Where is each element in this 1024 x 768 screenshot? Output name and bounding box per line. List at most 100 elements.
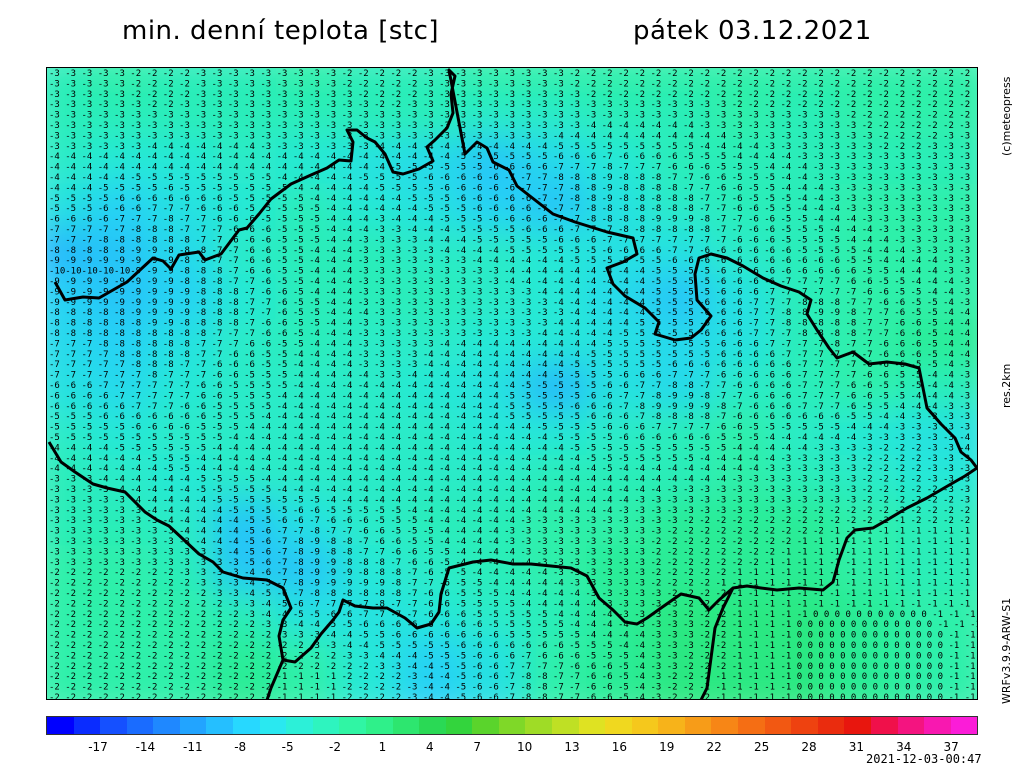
field-value-row: -4 -4 -4 -4 -4 -4 -4 -4 -4 -4 -4 -4 -4 -… xyxy=(49,163,978,173)
scale-swatch xyxy=(100,717,127,734)
scale-swatch xyxy=(897,717,925,734)
field-value-row: -2 -2 -2 -2 -2 -2 -2 -2 -3 -3 -3 -3 -4 -… xyxy=(49,568,978,578)
field-value-row: -7 -7 -7 -7 -7 -7 -8 -7 -7 -7 -6 -6 -5 -… xyxy=(49,371,978,381)
scale-swatch xyxy=(764,717,792,734)
scale-tick-label: 28 xyxy=(801,740,817,754)
scale-tick-label: 1 xyxy=(378,740,387,754)
brand-label: (c)meteopress xyxy=(1000,76,1013,156)
field-value-row: -2 -2 -2 -2 -2 -2 -2 -2 -2 -2 -2 -2 -2 -… xyxy=(49,683,978,693)
country-border-south xyxy=(282,466,977,664)
temperature-map: -3 -3 -3 -3 -3 -2 -2 -2 -2 -3 -3 -3 -3 -… xyxy=(46,67,978,700)
scale-swatch xyxy=(206,717,234,734)
field-value-row: -5 -5 -5 -6 -6 -6 -6 -6 -6 -6 -5 -5 -5 -… xyxy=(49,412,978,422)
scale-tick-label: 13 xyxy=(564,740,580,754)
field-value-row: -9 -9 -9 -9 -9 -9 -9 -9 -9 -8 -8 -8 -7 -… xyxy=(49,298,978,308)
color-scale-bar xyxy=(46,716,978,735)
scale-tick-label: -14 xyxy=(135,740,156,754)
field-value-row: -8 -8 -8 -8 -8 -9 -9 -8 -8 -8 -7 -7 -6 -… xyxy=(49,246,978,256)
field-value-row: -7 -7 -7 -7 -8 -8 -8 -8 -8 -7 -7 -6 -6 -… xyxy=(49,350,978,360)
field-value-row: -2 -2 -2 -2 -2 -2 -2 -2 -2 -2 -2 -2 -2 -… xyxy=(49,620,978,630)
field-value-row: -2 -2 -2 -2 -2 -2 -2 -2 -2 -2 -2 -2 -2 -… xyxy=(49,641,978,651)
field-value-row: -3 -3 -3 -4 -4 -4 -4 -4 -4 -5 -5 -5 -5 -… xyxy=(49,475,978,485)
field-value-row: -2 -2 -2 -2 -2 -2 -2 -2 -2 -2 -2 -2 -3 -… xyxy=(49,610,978,620)
field-value-row: -3 -3 -3 -3 -3 -4 -4 -4 -4 -4 -5 -5 -5 -… xyxy=(49,495,978,505)
scale-swatch xyxy=(233,717,260,734)
field-value-row: -3 -3 -3 -3 -3 -3 -3 -3 -3 -3 -3 -4 -5 -… xyxy=(49,547,978,557)
field-value-row: -4 -4 -4 -4 -4 -4 -4 -5 -5 -4 -4 -4 -4 -… xyxy=(49,464,978,474)
field-value-row: -6 -6 -6 -6 -6 -7 -7 -7 -6 -6 -5 -5 -5 -… xyxy=(49,402,978,412)
scale-swatch xyxy=(738,717,765,734)
field-value-row: -5 -5 -5 -5 -5 -5 -5 -5 -5 -5 -5 -4 -4 -… xyxy=(49,433,978,443)
field-value-row: -3 -3 -3 -3 -3 -3 -4 -4 -4 -4 -4 -5 -5 -… xyxy=(49,506,978,516)
scale-tick-label: 4 xyxy=(425,740,434,754)
field-value-row: -7 -7 -7 -7 -7 -8 -8 -8 -7 -7 -7 -6 -6 -… xyxy=(49,225,978,235)
scale-swatch xyxy=(711,717,739,734)
scale-tick-label: 10 xyxy=(516,740,533,754)
field-value-row: -2 -2 -2 -2 -2 -2 -2 -2 -2 -2 -2 -2 -2 -… xyxy=(49,631,978,641)
scale-swatch xyxy=(312,717,340,734)
scale-swatch xyxy=(153,717,180,734)
field-value-labels: -3 -3 -3 -3 -3 -2 -2 -2 -2 -3 -3 -3 -3 -… xyxy=(49,69,978,699)
forecast-date: pátek 03.12.2021 xyxy=(633,16,872,46)
field-value-row: -2 -2 -2 -2 -2 -2 -2 -2 -2 -2 -2 -3 -3 -… xyxy=(49,599,978,609)
scale-swatch xyxy=(392,717,420,734)
field-value-row: -9 -9 -9 -9 -9 -9 -9 -9 -9 -8 -8 -8 -7 -… xyxy=(49,287,978,297)
field-value-row: -2 -2 -2 -2 -2 -2 -2 -2 -2 -2 -2 -2 -2 -… xyxy=(49,672,978,682)
scale-tick-label: 16 xyxy=(611,740,628,754)
field-value-row: -2 -2 -2 -2 -2 -2 -2 -2 -2 -3 -3 -3 -4 -… xyxy=(49,579,978,589)
field-value-row: -3 -3 -3 -3 -3 -3 -3 -3 -3 -3 -3 -3 -3 -… xyxy=(49,111,978,121)
field-value-row: -3 -3 -3 -3 -3 -3 -4 -4 -4 -4 -4 -4 -4 -… xyxy=(49,142,978,152)
scale-tick-label: 22 xyxy=(706,740,722,754)
field-value-row: -3 -3 -3 -3 -3 -2 -2 -2 -2 -3 -3 -3 -3 -… xyxy=(49,90,978,100)
field-value-row: -6 -6 -6 -7 -7 -7 -7 -7 -7 -6 -6 -5 -5 -… xyxy=(49,381,978,391)
field-value-row: -2 -2 -2 -2 -2 -2 -2 -2 -2 -2 -3 -3 -4 -… xyxy=(49,589,978,599)
scale-swatch xyxy=(924,717,951,734)
field-value-row: -3 -3 -3 -3 -4 -4 -4 -4 -4 -5 -5 -5 -5 -… xyxy=(49,485,978,495)
field-value-row: -2 -2 -2 -2 -2 -2 -2 -2 -2 -2 -2 -2 -2 -… xyxy=(49,662,978,672)
field-value-row: -3 -3 -3 -3 -3 -3 -2 -2 -3 -3 -3 -3 -3 -… xyxy=(49,100,978,110)
scale-swatch xyxy=(605,717,632,734)
field-value-row: -6 -6 -6 -6 -7 -7 -7 -8 -7 -7 -6 -6 -6 -… xyxy=(49,215,978,225)
temperature-field: -3 -3 -3 -3 -3 -2 -2 -2 -2 -3 -3 -3 -3 -… xyxy=(47,68,978,699)
country-border-west xyxy=(47,441,293,699)
scale-swatch xyxy=(658,717,685,734)
scale-swatch xyxy=(950,717,978,734)
field-value-row: -4 -4 -4 -5 -5 -5 -5 -6 -5 -5 -5 -5 -5 -… xyxy=(49,183,978,193)
field-value-row: -7 -7 -7 -8 -8 -8 -8 -8 -8 -7 -7 -7 -6 -… xyxy=(49,339,978,349)
scale-swatch xyxy=(365,717,393,734)
field-value-row: -3 -3 -3 -3 -3 -2 -2 -2 -2 -3 -3 -3 -3 -… xyxy=(49,79,978,89)
field-value-row: -9 -9 -9 -9 -9 -9 -9 -9 -8 -8 -7 -7 -6 -… xyxy=(49,256,978,266)
scale-tick-label: 31 xyxy=(848,740,865,754)
field-value-row: -3 -3 -3 -3 -3 -3 -3 -3 -3 -3 -3 -3 -3 -… xyxy=(49,131,978,141)
scale-swatch xyxy=(259,717,287,734)
scale-tick-label: -2 xyxy=(329,740,341,754)
field-value-row: -3 -3 -3 -3 -3 -3 -3 -3 -4 -4 -4 -4 -5 -… xyxy=(49,527,978,537)
color-scale-ticks: -17 -14 -11 -8 -5 -2 1 4 7 10 13 16 19 22 25 28 31 34 37 xyxy=(46,740,978,756)
field-value-row: -3 -3 -3 -3 -3 -3 -3 -3 -3 -3 -3 -3 -3 -… xyxy=(49,121,978,131)
field-value-row: -7 -7 -7 -8 -8 -8 -8 -8 -8 -7 -7 -6 -6 -… xyxy=(49,235,978,245)
scale-swatch xyxy=(631,717,659,734)
field-value-row: -2 -2 -2 -2 -2 -2 -2 -2 -2 -2 -2 -2 -2 -… xyxy=(49,651,978,661)
field-value-row: -5 -5 -5 -6 -6 -6 -7 -7 -7 -6 -6 -6 -5 -… xyxy=(49,204,978,214)
field-value-row: -7 -7 -7 -7 -7 -8 -8 -8 -7 -7 -6 -6 -6 -… xyxy=(49,360,978,370)
scale-tick-label: 37 xyxy=(943,740,959,754)
country-border xyxy=(53,68,977,469)
scale-swatch xyxy=(498,717,526,734)
scale-tick-label: 19 xyxy=(659,740,675,754)
scale-swatch xyxy=(684,717,712,734)
field-value-row: -4 -4 -4 -4 -4 -4 -5 -5 -5 -4 -4 -4 -4 -… xyxy=(49,454,978,464)
region-border-southeast xyxy=(699,587,735,699)
field-cell xyxy=(896,635,977,699)
scale-swatch xyxy=(179,717,207,734)
scale-swatch xyxy=(73,717,101,734)
scale-tick-label: -17 xyxy=(88,740,108,754)
field-value-row: -5 -5 -5 -5 -6 -6 -6 -6 -6 -6 -6 -5 -5 -… xyxy=(49,194,978,204)
field-value-row: -3 -3 -3 -3 -3 -2 -2 -2 -2 -3 -3 -3 -3 -… xyxy=(49,69,978,79)
field-value-row: -10-10-10-10-10-9 -9 -9 -8 -8 -8 -7 -6 -… xyxy=(49,267,978,277)
field-value-row: -4 -4 -4 -4 -4 -4 -4 -4 -4 -4 -4 -4 -4 -… xyxy=(49,152,978,162)
scale-swatch xyxy=(525,717,552,734)
field-value-row: -3 -3 -3 -3 -3 -3 -3 -3 -3 -4 -4 -4 -5 -… xyxy=(49,537,978,547)
field-value-row: -4 -4 -4 -4 -5 -5 -5 -5 -5 -5 -4 -4 -4 -… xyxy=(49,443,978,453)
field-value-row: -8 -8 -8 -8 -8 -8 -8 -8 -8 -8 -7 -7 -7 -… xyxy=(49,329,978,339)
scale-swatch xyxy=(578,717,606,734)
